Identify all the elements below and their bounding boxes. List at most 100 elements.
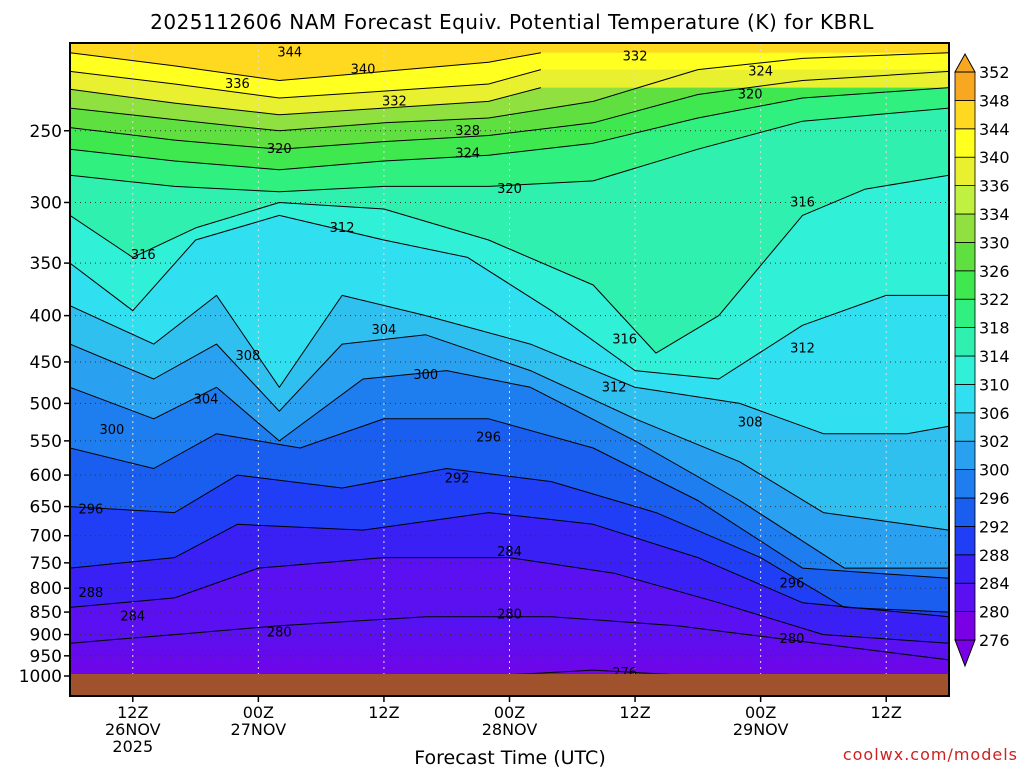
- colorbar-label: 334: [979, 205, 1010, 224]
- contour-label: 312: [602, 380, 627, 395]
- y-tick-label: 750: [30, 554, 62, 574]
- y-tick-label: 600: [30, 466, 62, 486]
- colorbar-label: 284: [979, 574, 1010, 593]
- colorbar-segment: [954, 412, 976, 442]
- y-tick-label: 350: [30, 254, 62, 274]
- contour-label: 328: [455, 124, 480, 139]
- contour-label: 316: [790, 195, 815, 210]
- colorbar-segment: [954, 611, 976, 641]
- colorbar-label: 344: [979, 120, 1010, 139]
- contour-label: 324: [748, 64, 773, 79]
- colorbar-label: 288: [979, 546, 1010, 565]
- colorbar-label: 330: [979, 233, 1010, 252]
- contour-label: 320: [497, 182, 522, 197]
- contour-label: 316: [131, 248, 156, 263]
- grid-lines: [70, 43, 949, 696]
- contour-label: 304: [194, 392, 219, 407]
- x-tick-label: 00Z: [745, 703, 776, 722]
- contour-line-304: [70, 334, 949, 531]
- colorbar: 276 280 284 288 292 296 300 302 306 310 314 318 322 3…: [954, 52, 1010, 668]
- contour-label: 324: [455, 147, 480, 162]
- contour-label: 308: [235, 349, 260, 364]
- x-tick-label: 28NOV: [482, 720, 538, 739]
- contour-label: 300: [413, 368, 438, 383]
- colorbar-segment: [954, 497, 976, 527]
- colorbar-segment: [954, 241, 976, 272]
- colorbar-label: 280: [979, 603, 1010, 622]
- plot-area: 344 340 336 332 332 324 320 328 324 320 320 316 312 3…: [70, 43, 949, 696]
- contour-fills: [70, 43, 949, 660]
- y-tick-label: 950: [30, 647, 62, 667]
- y-tick-label: 300: [30, 193, 62, 213]
- contour-line-344: [70, 52, 541, 81]
- colorbar-label: 318: [979, 319, 1010, 338]
- colorbar-segment: [954, 526, 976, 556]
- contour-label: 280: [497, 607, 522, 622]
- y-tick-label: 1000: [19, 667, 62, 687]
- contour-label: 316: [612, 332, 637, 347]
- contour-label: 312: [790, 342, 815, 357]
- contour-label: 332: [382, 94, 407, 109]
- colorbar-label: 336: [979, 177, 1010, 196]
- colorbar-label: 352: [979, 63, 1010, 82]
- contour-label: 312: [330, 221, 355, 236]
- contour-labels: 344 340 336 332 332 324 320 328 324 320 320 316 312 3…: [79, 46, 815, 681]
- colorbar-segment: [954, 213, 976, 243]
- y-tick-label: 700: [30, 527, 62, 547]
- colorbar-segment: [954, 71, 976, 101]
- colorbar-label: 276: [979, 631, 1010, 650]
- colorbar-label: 348: [979, 91, 1010, 110]
- contour-label: 332: [623, 50, 648, 65]
- colorbar-segment: [954, 383, 976, 414]
- contour-line-340: [70, 69, 542, 99]
- colorbar-segment: [954, 156, 976, 186]
- colorbar-label: 310: [979, 375, 1010, 394]
- y-tick-label: 850: [30, 603, 62, 623]
- contour-label: 288: [79, 586, 104, 601]
- contour-fill-344: [70, 43, 949, 81]
- contour-line-292: [70, 468, 949, 613]
- contour-line-288: [70, 512, 949, 618]
- colorbar-label: 306: [979, 404, 1010, 423]
- colorbar-segment: [954, 440, 976, 471]
- colorbar-segment: [954, 327, 976, 357]
- contour-label: 336: [225, 77, 250, 92]
- x-tick-label: 12Z: [368, 703, 399, 722]
- contour-line-316: [70, 174, 949, 354]
- contour-line-280: [70, 616, 949, 661]
- y-tick-label: 450: [30, 353, 62, 373]
- contour-line-296: [70, 418, 949, 579]
- contour-line-320: [70, 107, 949, 193]
- y-tick-label: 900: [30, 626, 62, 646]
- contour-label: 320: [738, 88, 763, 103]
- contour-label: 340: [351, 63, 376, 78]
- colorbar-segment: [954, 469, 976, 499]
- colorbar-segment: [954, 582, 976, 613]
- contour-label: 300: [99, 423, 124, 438]
- contour-label: 296: [780, 576, 805, 591]
- colorbar-segment: [954, 554, 976, 584]
- colorbar-segment: [954, 128, 976, 158]
- x-tick-label: 27NOV: [231, 720, 287, 739]
- colorbar-label: 292: [979, 517, 1010, 536]
- colorbar-segment: [954, 270, 976, 300]
- colorbar-label: 340: [979, 148, 1010, 167]
- contour-label: 284: [497, 545, 522, 560]
- y-tick-label: 550: [30, 432, 62, 452]
- chart-title: 2025112606 NAM Forecast Equiv. Potential…: [150, 10, 874, 34]
- colorbar-label: 300: [979, 461, 1010, 480]
- credit-text: coolwx.com/models: [843, 745, 1018, 764]
- colorbar-segment: [954, 355, 976, 385]
- y-axis: 250 300 350 400 450 500 550 600 650 700 750 800 850 9…: [19, 122, 70, 687]
- contour-label: 284: [120, 610, 145, 625]
- contour-line-308: [70, 294, 949, 435]
- y-tick-label: 500: [30, 394, 62, 414]
- contour-label: 280: [780, 632, 805, 647]
- colorbar-top-arrow: [954, 52, 976, 73]
- x-tick-label: 12Z: [117, 703, 148, 722]
- y-tick-label: 800: [30, 579, 62, 599]
- colorbar-bottom-arrow: [954, 639, 976, 668]
- x-tick-label: 12Z: [871, 703, 902, 722]
- contour-label: 296: [476, 430, 501, 445]
- contour-line-336: [70, 87, 542, 116]
